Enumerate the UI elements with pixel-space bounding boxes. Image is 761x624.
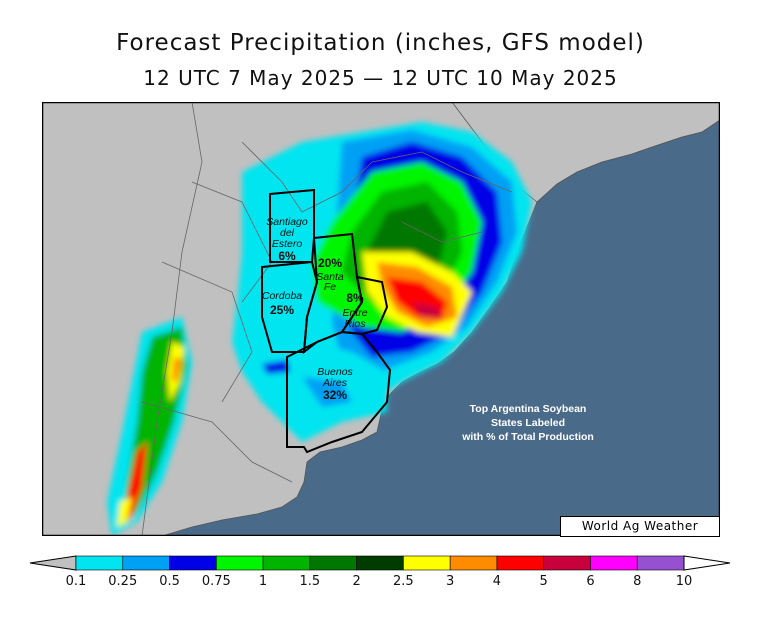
entre-rios-outline	[340, 275, 389, 336]
label-santiago-l3: Estero	[272, 238, 303, 250]
legend-below-min-arrow	[29, 555, 77, 571]
legend-swatch	[122, 555, 170, 571]
legend-tick-label: 0.75	[202, 574, 231, 589]
legend-tick-label: 1.5	[300, 574, 321, 589]
legend-swatch	[403, 555, 451, 571]
santiago-del-estero-outline	[269, 188, 315, 263]
label-santiago-l2: del	[280, 227, 295, 239]
legend-swatch	[309, 555, 357, 571]
legend-above-max-arrow	[683, 555, 731, 571]
legend-swatch	[262, 555, 311, 571]
annotation: Top Argentina Soybean States Labeled wit…	[461, 403, 594, 443]
annotation-line-3: with % of Total Production	[461, 431, 594, 443]
label-santa-fe-l1: Santa	[316, 271, 344, 283]
state-labels: Santiago del Estero 6% Cordoba 25% 20% S…	[262, 216, 368, 402]
legend-tick-label: 0.5	[159, 574, 180, 589]
legend-tick-label: 0.25	[108, 574, 137, 589]
precip-field	[107, 122, 532, 536]
share-cordoba: 25%	[270, 303, 294, 317]
legend-tick-label: 4	[493, 574, 501, 589]
soy-states	[261, 188, 392, 454]
map-title: Forecast Precipitation (inches, GFS mode…	[116, 30, 645, 56]
legend-swatch	[496, 555, 544, 571]
legend-swatch	[543, 555, 591, 571]
legend-swatch	[356, 555, 404, 571]
legend-tick-label: 6	[586, 574, 594, 589]
legend-tick-label: 8	[633, 574, 641, 589]
map-subtitle: 12 UTC 7 May 2025 — 12 UTC 10 May 2025	[143, 66, 618, 90]
label-entre-rios-l2: Rios	[344, 318, 366, 330]
label-santa-fe-l2: Fe	[324, 281, 336, 293]
legend-tick-label: 0.1	[66, 574, 87, 589]
borders	[141, 102, 513, 536]
label-cordoba: Cordoba	[262, 290, 302, 302]
label-entre-rios-l1: Entre	[342, 307, 367, 319]
legend-tick-label: 3	[446, 574, 454, 589]
precipitation-map: Santiago del Estero 6% Cordoba 25% 20% S…	[42, 102, 720, 536]
share-santa-fe: 20%	[318, 256, 342, 270]
legend-tick-label: 2.5	[393, 574, 414, 589]
map-frame	[42, 102, 720, 536]
label-santiago-l1: Santiago	[266, 216, 308, 228]
credit-badge: World Ag Weather	[560, 516, 720, 537]
legend-swatch	[169, 555, 217, 571]
annotation-line-1: Top Argentina Soybean	[470, 403, 587, 415]
label-buenos-aires-l2: Aires	[322, 377, 348, 389]
legend-tick-label: 10	[676, 574, 693, 589]
share-santiago: 6%	[278, 249, 296, 263]
color-legend: 0.1 0.25 0.5 0.75 1 1.5 2 2.5 3 4 5 6 8 10	[29, 555, 731, 589]
legend-swatch	[590, 555, 638, 571]
legend-tick-label: 5	[540, 574, 548, 589]
legend-swatch	[216, 555, 264, 571]
legend-swatch	[449, 555, 498, 571]
legend-swatch	[75, 555, 124, 571]
share-buenos-aires: 32%	[323, 388, 347, 402]
annotation-line-2: States Labeled	[491, 417, 565, 429]
buenos-aires-outline	[286, 330, 392, 454]
legend-tick-label: 1	[259, 574, 267, 589]
legend-tick-label: 2	[352, 574, 360, 589]
label-buenos-aires-l1: Buenos	[317, 366, 353, 378]
share-entre-rios: 8%	[346, 291, 364, 305]
legend-swatch	[636, 555, 685, 571]
